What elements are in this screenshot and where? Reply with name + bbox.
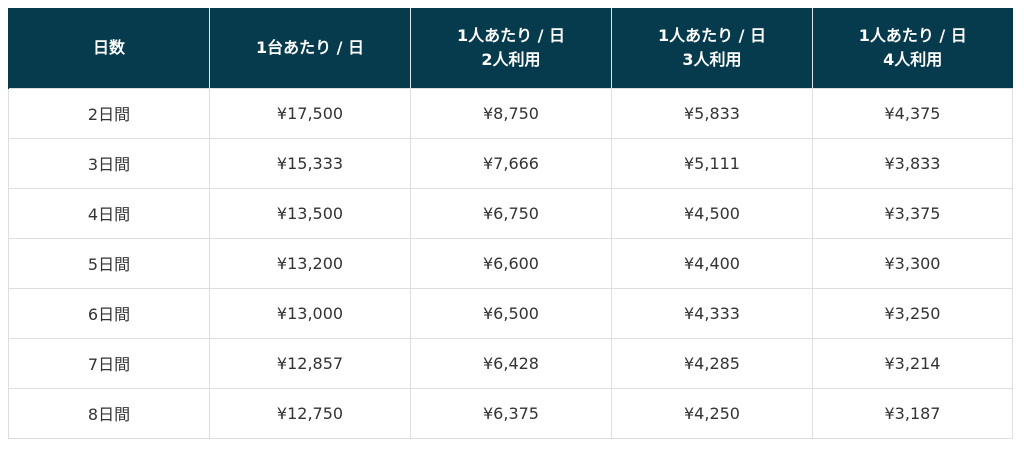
header-line-2: 3人利用 [682,49,742,69]
header-days: 日数 [8,8,210,88]
cell-per-car: ¥12,750 [209,387,411,439]
cell-per-car: ¥17,500 [209,87,411,139]
cell-days: 6日間 [8,287,210,339]
cell-days: 3日間 [8,137,210,189]
cell-per-person-4: ¥3,250 [812,287,1013,339]
table-header: 日数 1台あたり / 日 1人あたり / 日 2人利用 1人あたり / 日 3人… [8,8,1013,88]
price-table-container: 日数 1台あたり / 日 1人あたり / 日 2人利用 1人あたり / 日 3人… [8,8,1013,439]
cell-days: 4日間 [8,187,210,239]
table-row: 7日間 ¥12,857 ¥6,428 ¥4,285 ¥3,214 [8,337,1013,389]
table-body: 2日間 ¥17,500 ¥8,750 ¥5,833 ¥4,375 3日間 ¥15… [8,87,1013,439]
header-line-2: 4人利用 [883,49,943,69]
cell-per-person-4: ¥4,375 [812,87,1013,139]
cell-per-person-4: ¥3,214 [812,337,1013,389]
cell-per-person-2: ¥6,428 [410,337,612,389]
cell-per-person-3: ¥4,250 [611,387,813,439]
cell-days: 2日間 [8,87,210,139]
header-line-1: 1台あたり / 日 [255,37,365,57]
header-line-2: 2人利用 [481,49,541,69]
cell-per-person-3: ¥5,833 [611,87,813,139]
cell-per-car: ¥13,200 [209,237,411,289]
cell-per-car: ¥13,000 [209,287,411,339]
cell-days: 5日間 [8,237,210,289]
table-row: 5日間 ¥13,200 ¥6,600 ¥4,400 ¥3,300 [8,237,1013,289]
cell-per-person-2: ¥6,500 [410,287,612,339]
cell-per-person-4: ¥3,300 [812,237,1013,289]
cell-per-person-4: ¥3,833 [812,137,1013,189]
header-line-1: 日数 [92,37,125,57]
cell-per-person-2: ¥6,750 [410,187,612,239]
cell-per-person-3: ¥4,333 [611,287,813,339]
table-row: 6日間 ¥13,000 ¥6,500 ¥4,333 ¥3,250 [8,287,1013,339]
table-row: 4日間 ¥13,500 ¥6,750 ¥4,500 ¥3,375 [8,187,1013,239]
cell-days: 8日間 [8,387,210,439]
cell-per-person-3: ¥4,500 [611,187,813,239]
cell-days: 7日間 [8,337,210,389]
header-per-car: 1台あたり / 日 [209,8,411,88]
header-line-1: 1人あたり / 日 [657,25,767,45]
header-per-person-2: 1人あたり / 日 2人利用 [410,8,612,88]
cell-per-person-2: ¥6,600 [410,237,612,289]
cell-per-car: ¥15,333 [209,137,411,189]
cell-per-person-4: ¥3,375 [812,187,1013,239]
cell-per-person-3: ¥4,400 [611,237,813,289]
table-row: 2日間 ¥17,500 ¥8,750 ¥5,833 ¥4,375 [8,87,1013,139]
cell-per-car: ¥12,857 [209,337,411,389]
cell-per-person-2: ¥7,666 [410,137,612,189]
cell-per-person-4: ¥3,187 [812,387,1013,439]
table-row: 8日間 ¥12,750 ¥6,375 ¥4,250 ¥3,187 [8,387,1013,439]
header-row: 日数 1台あたり / 日 1人あたり / 日 2人利用 1人あたり / 日 3人… [8,8,1013,88]
cell-per-car: ¥13,500 [209,187,411,239]
header-line-1: 1人あたり / 日 [858,25,967,45]
table-row: 3日間 ¥15,333 ¥7,666 ¥5,111 ¥3,833 [8,137,1013,189]
cell-per-person-3: ¥5,111 [611,137,813,189]
price-table: 日数 1台あたり / 日 1人あたり / 日 2人利用 1人あたり / 日 3人… [8,8,1013,439]
cell-per-person-2: ¥8,750 [410,87,612,139]
cell-per-person-2: ¥6,375 [410,387,612,439]
header-per-person-4: 1人あたり / 日 4人利用 [812,8,1013,88]
header-line-1: 1人あたり / 日 [456,25,566,45]
cell-per-person-3: ¥4,285 [611,337,813,389]
header-per-person-3: 1人あたり / 日 3人利用 [611,8,813,88]
